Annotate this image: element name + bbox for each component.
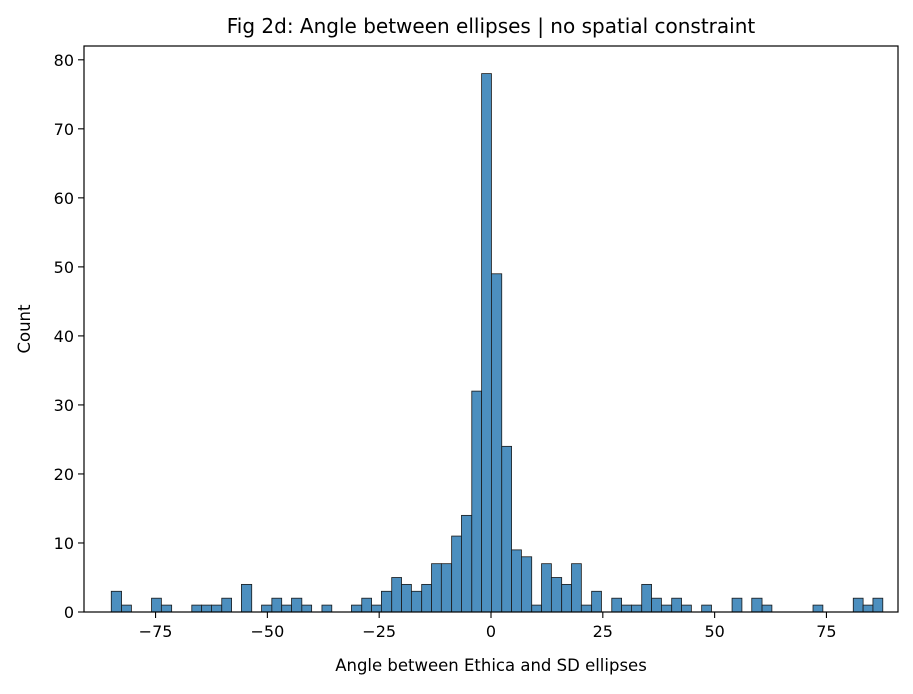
histogram-bar	[191, 604, 203, 613]
histogram-bar	[501, 445, 512, 613]
histogram-bar	[631, 604, 643, 613]
histogram-bar	[271, 597, 283, 613]
histogram-bar	[291, 597, 303, 613]
y-tick-label: 30	[54, 396, 74, 415]
histogram-bar	[110, 590, 122, 613]
histogram-bar	[221, 597, 232, 613]
histogram-bar	[211, 604, 223, 613]
histogram-bar	[571, 563, 582, 613]
histogram-bar	[160, 604, 173, 613]
histogram-bar	[541, 563, 552, 613]
histogram-bar	[751, 597, 763, 613]
histogram-bar	[511, 549, 522, 613]
x-axis-ticks: −75 −50 −25 0 25 50 75	[139, 612, 837, 641]
histogram-bar	[611, 597, 623, 613]
y-tick-label: 20	[54, 465, 74, 484]
histogram-bar	[391, 577, 402, 613]
x-tick-label: −50	[250, 622, 284, 641]
histogram-bar	[872, 597, 884, 613]
x-tick-label: −25	[362, 622, 396, 641]
histogram-bar	[351, 604, 363, 613]
histogram-bar	[580, 604, 593, 613]
histogram-bar	[862, 604, 874, 613]
x-tick-label: 75	[816, 622, 836, 641]
histogram-bar	[761, 604, 773, 613]
histogram-bar	[661, 604, 673, 613]
histogram-bar	[410, 590, 423, 613]
histogram-bar	[471, 390, 483, 613]
y-tick-label: 40	[54, 327, 74, 346]
histogram-bar	[651, 597, 662, 613]
y-tick-label: 80	[54, 51, 74, 70]
histogram-bar	[451, 535, 462, 613]
histogram-bar	[431, 563, 442, 613]
histogram-bar	[201, 604, 212, 613]
x-tick-label: 25	[593, 622, 613, 641]
histogram-bar	[241, 583, 253, 613]
histogram-bar	[641, 583, 652, 613]
histogram-bar	[371, 604, 382, 613]
x-tick-label: 50	[704, 622, 724, 641]
histogram-bar	[561, 583, 572, 613]
histogram-bar	[261, 604, 273, 613]
histogram-bar	[491, 273, 503, 613]
y-tick-label: 0	[64, 603, 74, 622]
x-axis-label: Angle between Ethica and SD ellipses	[335, 656, 647, 675]
histogram-bar	[401, 583, 412, 613]
histogram-bar	[591, 590, 602, 613]
histogram-bar	[701, 604, 712, 613]
histogram-bar	[421, 583, 432, 613]
y-tick-label: 10	[54, 534, 74, 553]
histogram-bar	[121, 604, 132, 613]
histogram-bar	[281, 604, 292, 613]
histogram-bar	[481, 73, 492, 613]
histogram-bar	[321, 604, 333, 613]
histogram-bar	[151, 597, 162, 613]
y-axis-label: Count	[15, 304, 34, 354]
bars-group	[110, 73, 884, 613]
histogram-bar	[381, 590, 393, 613]
chart-title: Fig 2d: Angle between ellipses | no spat…	[227, 14, 756, 38]
y-tick-label: 60	[54, 189, 74, 208]
histogram-bar	[621, 604, 632, 613]
histogram-bar	[671, 597, 682, 613]
histogram-bar	[852, 597, 864, 613]
histogram-bar	[550, 577, 563, 613]
histogram-bar	[731, 597, 743, 613]
histogram-bar	[681, 604, 692, 613]
y-axis-ticks: 0 10 20 30 40 50 60 70 80	[54, 51, 84, 622]
histogram-bar	[531, 604, 542, 613]
histogram-bar	[440, 563, 453, 613]
y-tick-label: 70	[54, 120, 74, 139]
y-tick-label: 50	[54, 258, 74, 277]
x-tick-label: 0	[486, 622, 496, 641]
histogram-bar	[461, 514, 473, 613]
histogram-bar	[812, 604, 824, 613]
histogram-bar	[361, 597, 372, 613]
x-tick-label: −75	[139, 622, 173, 641]
histogram-bar	[521, 556, 533, 613]
histogram-bar	[301, 604, 313, 613]
